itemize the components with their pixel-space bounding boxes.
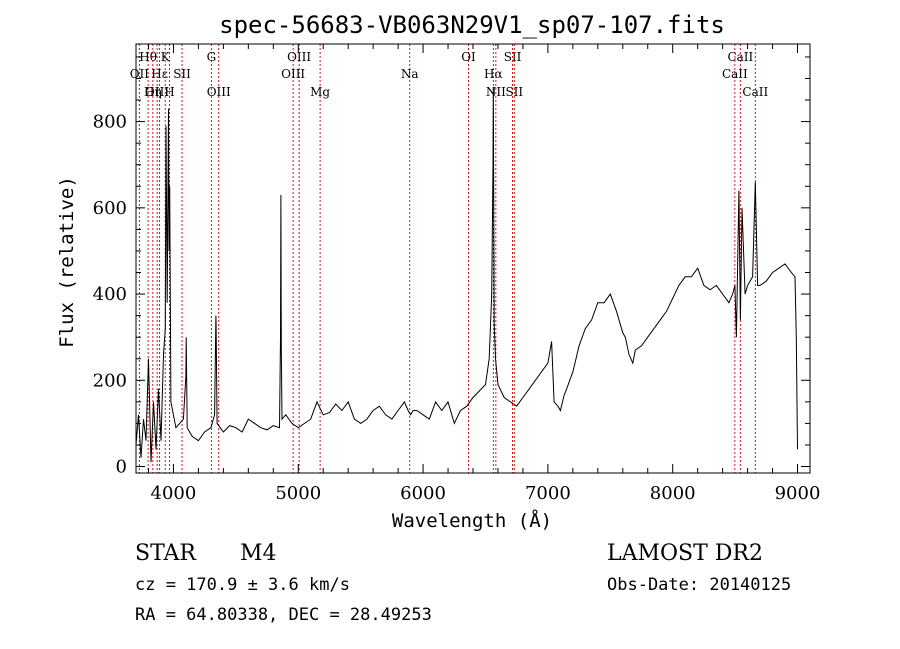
x-tick-label: 7000	[525, 483, 571, 504]
axis-ticks: 4000 5000 6000 7000 8000 9000 0 200 400 600 800	[93, 44, 821, 504]
line-marker-label: Mg	[310, 85, 330, 99]
y-tick-label: 400	[93, 284, 127, 305]
class-label: STAR	[135, 541, 197, 566]
plot-frame	[135, 43, 811, 474]
y-axis-label: Flux (relative)	[56, 176, 78, 348]
line-marker-label: OI	[461, 50, 476, 64]
line-marker-label: CaII	[742, 85, 768, 99]
line-marker-label: Hε	[151, 67, 168, 81]
line-marker-label: G	[207, 50, 217, 64]
survey-label: LAMOST DR2	[607, 541, 763, 566]
line-marker-label: SII	[505, 85, 523, 99]
line-markers: Hθ K G OIII OI SII CaII OII Hε SII OIII Na Hα CaII OII…	[130, 44, 768, 473]
line-marker-label: Na	[401, 67, 419, 81]
line-marker-label: OIII	[145, 85, 169, 99]
line-marker-label: OIII	[281, 67, 305, 81]
line-marker-label: SII	[173, 67, 191, 81]
line-marker-label: OIII	[287, 50, 311, 64]
x-tick-label: 9000	[775, 483, 821, 504]
line-marker-label: Hη	[144, 85, 162, 99]
line-marker-label: CaII	[722, 67, 748, 81]
redshift-text: cz = 170.9 ± 3.6 km/s	[135, 575, 350, 595]
line-marker-label: NII	[486, 85, 506, 99]
line-marker-label: H	[164, 85, 174, 99]
y-tick-label: 800	[93, 112, 127, 133]
line-marker-label: K	[161, 50, 171, 64]
line-marker-label: Hα	[484, 67, 503, 81]
subclass-label: M4	[240, 541, 277, 566]
chart-title: spec-56683-VB063N29V1_sp07-107.fits	[219, 11, 725, 39]
obs-date-text: Obs-Date: 20140125	[607, 575, 791, 595]
radec-text: RA = 64.80338, DEC = 28.49253	[135, 605, 432, 625]
line-marker-label: CaII	[727, 50, 753, 64]
line-marker-label: Hθ	[139, 50, 157, 64]
y-tick-label: 0	[116, 457, 127, 478]
x-tick-label: 5000	[275, 483, 321, 504]
line-marker-label: OII	[130, 67, 150, 81]
spectrum-series	[135, 87, 798, 463]
x-tick-label: 6000	[400, 483, 446, 504]
y-tick-label: 600	[93, 198, 127, 219]
line-marker-label: OIII	[207, 85, 231, 99]
y-tick-label: 200	[93, 370, 127, 391]
x-tick-label: 8000	[650, 483, 696, 504]
line-marker-label: SII	[504, 50, 522, 64]
x-tick-label: 4000	[151, 483, 197, 504]
spectrum-line	[135, 87, 798, 463]
x-axis-label: Wavelength (Å)	[392, 509, 552, 532]
